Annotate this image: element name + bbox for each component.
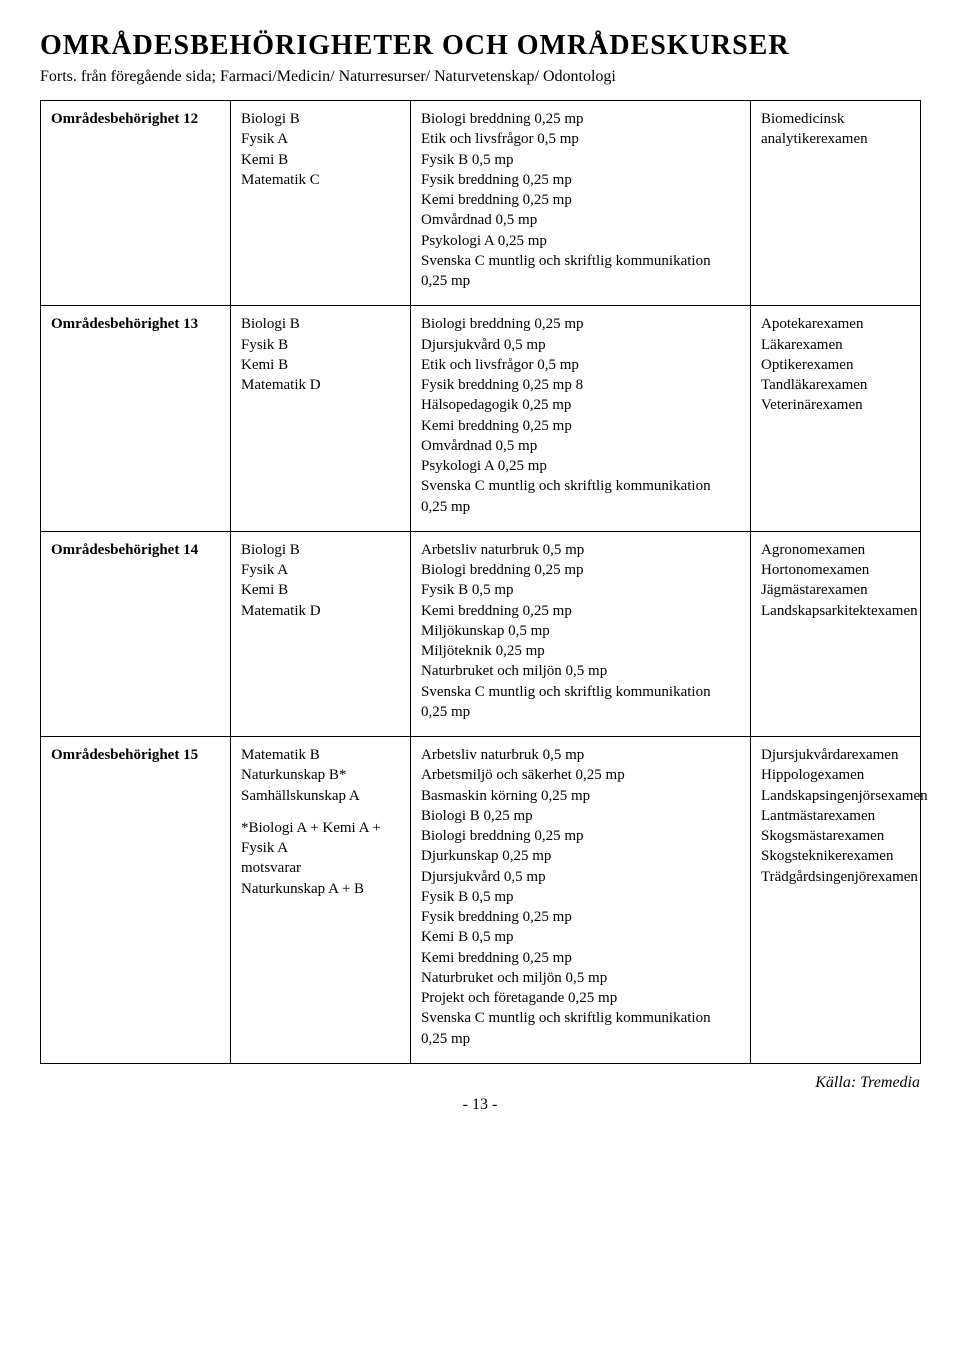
cell-degrees: ApotekarexamenLäkarexamenOptikerexamenTa… — [751, 306, 921, 532]
text-line: Jägmästarexamen — [761, 580, 910, 600]
cell-area-label: Områdesbehörighet 13 — [41, 306, 231, 532]
table-row: Områdesbehörighet 15Matematik BNaturkuns… — [41, 737, 921, 1064]
text-line: Läkarexamen — [761, 335, 910, 355]
cell-degrees: AgronomexamenHortonomexamenJägmästarexam… — [751, 531, 921, 736]
text-line: motsvarar — [241, 858, 400, 878]
text-line: Biologi B — [241, 540, 400, 560]
text-line: Landskapsarkitektexamen — [761, 601, 910, 621]
text-line: Biologi B — [241, 109, 400, 129]
content-table: Områdesbehörighet 12Biologi BFysik AKemi… — [40, 100, 921, 1064]
text-line: Matematik D — [241, 375, 400, 395]
text-line: Biologi breddning 0,25 mp — [421, 560, 740, 580]
text-line: Biomedicinsk analytikerexamen — [761, 109, 910, 150]
text-line: Apotekarexamen — [761, 314, 910, 334]
text-line: Matematik C — [241, 170, 400, 190]
text-line: Svenska C muntlig och skriftlig kommunik… — [421, 476, 740, 517]
text-line: Arbetsmiljö och säkerhet 0,25 mp — [421, 765, 740, 785]
text-line: Biologi B 0,25 mp — [421, 806, 740, 826]
text-line: Hälsopedagogik 0,25 mp — [421, 395, 740, 415]
text-line: Trädgårdsingenjörexamen — [761, 867, 910, 887]
text-line: Psykologi A 0,25 mp — [421, 231, 740, 251]
text-line: Naturbruket och miljön 0,5 mp — [421, 661, 740, 681]
text-line: Djursjukvårdarexamen — [761, 745, 910, 765]
text-line: Fysik breddning 0,25 mp — [421, 907, 740, 927]
cell-degrees: DjursjukvårdarexamenHippologexamenLandsk… — [751, 737, 921, 1064]
text-line: Matematik B — [241, 745, 400, 765]
text-line: Kemi breddning 0,25 mp — [421, 948, 740, 968]
text-line: Landskapsingenjörsexamen — [761, 786, 910, 806]
cell-area-label: Områdesbehörighet 12 — [41, 101, 231, 306]
text-line: Fysik B — [241, 335, 400, 355]
text-line: Optikerexamen — [761, 355, 910, 375]
text-line: Agronomexamen — [761, 540, 910, 560]
cell-required-courses: Biologi BFysik BKemi BMatematik D — [231, 306, 411, 532]
text-line: Miljökunskap 0,5 mp — [421, 621, 740, 641]
text-line: Projekt och företagande 0,25 mp — [421, 988, 740, 1008]
table-row: Områdesbehörighet 12Biologi BFysik AKemi… — [41, 101, 921, 306]
cell-merit-courses: Arbetsliv naturbruk 0,5 mpArbetsmiljö oc… — [411, 737, 751, 1064]
text-line: Fysik A — [241, 560, 400, 580]
cell-required-courses: Matematik BNaturkunskap B*Samhällskunska… — [231, 737, 411, 1064]
text-line: Biologi breddning 0,25 mp — [421, 109, 740, 129]
text-line: Hortonomexamen — [761, 560, 910, 580]
cell-area-label: Områdesbehörighet 15 — [41, 737, 231, 1064]
table-row: Områdesbehörighet 14Biologi BFysik AKemi… — [41, 531, 921, 736]
text-line: Etik och livsfrågor 0,5 mp — [421, 129, 740, 149]
text-line: Biologi B — [241, 314, 400, 334]
text-line: Fysik breddning 0,25 mp 8 — [421, 375, 740, 395]
text-line: Naturbruket och miljön 0,5 mp — [421, 968, 740, 988]
text-line: Psykologi A 0,25 mp — [421, 456, 740, 476]
text-line: Fysik A — [241, 129, 400, 149]
text-line: Tandläkarexamen — [761, 375, 910, 395]
text-line: Omvårdnad 0,5 mp — [421, 210, 740, 230]
text-line: Omvårdnad 0,5 mp — [421, 436, 740, 456]
text-line: Arbetsliv naturbruk 0,5 mp — [421, 745, 740, 765]
text-line: Kemi B 0,5 mp — [421, 927, 740, 947]
text-line: Matematik D — [241, 601, 400, 621]
text-line: Miljöteknik 0,25 mp — [421, 641, 740, 661]
cell-merit-courses: Arbetsliv naturbruk 0,5 mpBiologi breddn… — [411, 531, 751, 736]
text-line: Djurkunskap 0,25 mp — [421, 846, 740, 866]
text-line: Svenska C muntlig och skriftlig kommunik… — [421, 682, 740, 723]
cell-merit-courses: Biologi breddning 0,25 mpEtik och livsfr… — [411, 101, 751, 306]
text-line: Biologi breddning 0,25 mp — [421, 314, 740, 334]
text-line: Fysik B 0,5 mp — [421, 580, 740, 600]
text-line: Fysik B 0,5 mp — [421, 887, 740, 907]
cell-area-label: Områdesbehörighet 14 — [41, 531, 231, 736]
text-line: Veterinärexamen — [761, 395, 910, 415]
text-line: Svenska C muntlig och skriftlig kommunik… — [421, 1008, 740, 1049]
text-line: Biologi breddning 0,25 mp — [421, 826, 740, 846]
text-line: Skogsteknikerexamen — [761, 846, 910, 866]
cell-required-courses: Biologi BFysik AKemi BMatematik D — [231, 531, 411, 736]
text-line: Hippologexamen — [761, 765, 910, 785]
text-line: Djursjukvård 0,5 mp — [421, 867, 740, 887]
text-line: Fysik breddning 0,25 mp — [421, 170, 740, 190]
text-line: Kemi B — [241, 150, 400, 170]
page-subtitle: Forts. från föregående sida; Farmaci/Med… — [40, 68, 920, 86]
text-line: Basmaskin körning 0,25 mp — [421, 786, 740, 806]
text-line: Samhällskunskap A — [241, 786, 400, 806]
page-number: - 13 - — [40, 1096, 920, 1114]
text-line: *Biologi A + Kemi A + Fysik A — [241, 818, 400, 859]
text-line: Kemi B — [241, 580, 400, 600]
text-line: Kemi breddning 0,25 mp — [421, 190, 740, 210]
text-line: Kemi breddning 0,25 mp — [421, 416, 740, 436]
text-line: Kemi B — [241, 355, 400, 375]
cell-merit-courses: Biologi breddning 0,25 mpDjursjukvård 0,… — [411, 306, 751, 532]
text-line: Naturkunskap A + B — [241, 879, 400, 899]
text-line: Lantmästarexamen — [761, 806, 910, 826]
table-row: Områdesbehörighet 13Biologi BFysik BKemi… — [41, 306, 921, 532]
text-line: Djursjukvård 0,5 mp — [421, 335, 740, 355]
text-line: Etik och livsfrågor 0,5 mp — [421, 355, 740, 375]
text-line: Svenska C muntlig och skriftlig kommunik… — [421, 251, 740, 292]
text-line: Fysik B 0,5 mp — [421, 150, 740, 170]
text-line: Naturkunskap B* — [241, 765, 400, 785]
cell-degrees: Biomedicinsk analytikerexamen — [751, 101, 921, 306]
source-footer: Källa: Tremedia — [40, 1074, 920, 1092]
text-line: Skogsmästarexamen — [761, 826, 910, 846]
page-title: OMRÅDESBEHÖRIGHETER OCH OMRÅDESKURSER — [40, 30, 920, 62]
text-line: Kemi breddning 0,25 mp — [421, 601, 740, 621]
cell-required-courses: Biologi BFysik AKemi BMatematik C — [231, 101, 411, 306]
text-line: Arbetsliv naturbruk 0,5 mp — [421, 540, 740, 560]
